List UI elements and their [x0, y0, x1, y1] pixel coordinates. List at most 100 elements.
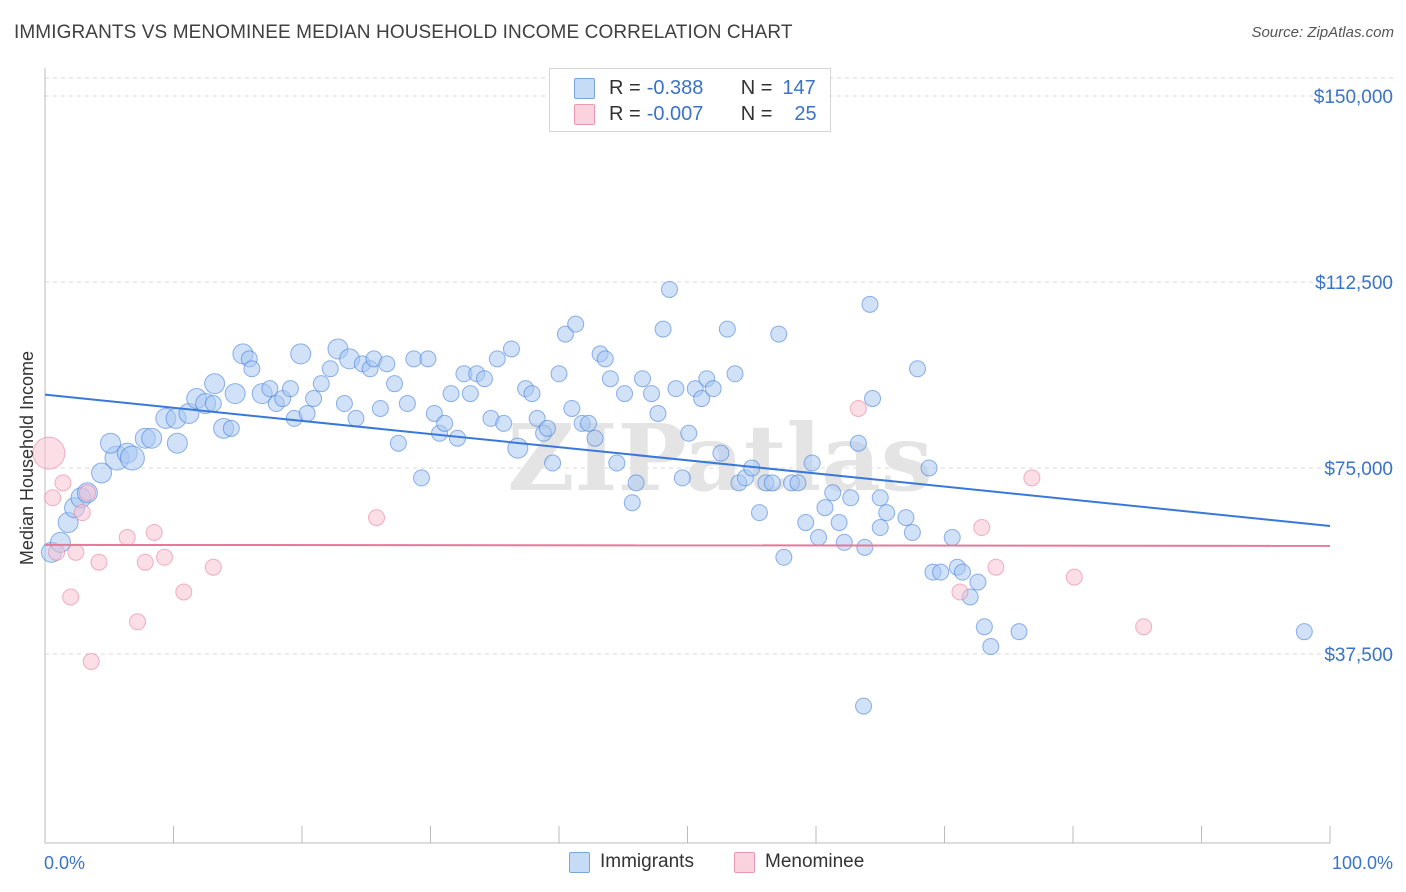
immigrants-point [305, 390, 323, 408]
immigrants-point [495, 414, 513, 432]
immigrants-point [616, 385, 634, 403]
menominee-point [1023, 469, 1041, 487]
x-axis-tick-labels: 0.0% 100.0% [44, 853, 1393, 873]
legend-label: Menominee [765, 851, 865, 872]
y-axis-tick-labels: $37,500 $75,000 $112,500 $150,000 [1314, 87, 1393, 666]
immigrants-point [975, 618, 993, 636]
r-label: R = [609, 76, 641, 99]
immigrants-point [544, 454, 562, 472]
immigrants-point [803, 454, 821, 472]
immigrants-point [378, 355, 396, 373]
immigrants-point [726, 365, 744, 383]
menominee-point [118, 528, 136, 546]
immigrants-point [601, 370, 619, 388]
immigrants-point [842, 489, 860, 507]
legend-row-immigrants: R = -0.388 N = 147 [574, 76, 816, 100]
immigrants-point [436, 414, 454, 432]
immigrants-point [502, 340, 520, 358]
source-credit: Source: ZipAtlas.com [1251, 24, 1394, 41]
immigrants-point [871, 519, 889, 537]
correlation-legend: R = -0.388 N = 147 R = -0.007 N = 25 [549, 68, 831, 132]
immigrants-point [661, 280, 679, 298]
menominee-point [44, 489, 62, 507]
immigrants-point [608, 454, 626, 472]
y-tick-label: $150,000 [1314, 87, 1393, 108]
immigrants-point [932, 563, 950, 581]
immigrants-point [335, 395, 353, 413]
immigrants-point [419, 350, 437, 368]
immigrants-point [204, 395, 222, 413]
immigrants-point [538, 419, 556, 437]
immigrants-point [243, 360, 261, 378]
n-label: N = [740, 102, 773, 125]
immigrants-point [475, 370, 493, 388]
immigrants-point [556, 325, 574, 343]
immigrants-point [550, 365, 568, 383]
immigrants-point [312, 375, 330, 393]
immigrants-point [861, 295, 879, 313]
r-value: -0.388 [646, 76, 704, 99]
menominee-point [849, 399, 867, 417]
immigrants-point [204, 373, 226, 395]
menominee-point [82, 652, 100, 670]
y-tick-label: $37,500 [1324, 645, 1393, 666]
menominee-point [987, 558, 1005, 576]
immigrants-trend-line [44, 393, 1331, 528]
immigrants-point [789, 474, 807, 492]
immigrants-point [667, 380, 685, 398]
immigrants-point [770, 325, 788, 343]
immigrants-point [903, 523, 921, 541]
immigrants-point [643, 385, 661, 403]
menominee-point [73, 504, 91, 522]
menominee-point [175, 583, 193, 601]
menominee-trend-line [44, 543, 1331, 547]
axes [44, 68, 1331, 844]
immigrants-point [943, 528, 961, 546]
menominee-points [32, 399, 1153, 670]
immigrants-point [982, 638, 1000, 656]
immigrants-point [290, 343, 312, 365]
immigrants-point [623, 494, 641, 512]
menominee-swatch [574, 103, 595, 125]
immigrants-point [528, 409, 546, 427]
immigrants-point [405, 350, 423, 368]
immigrants-point [718, 320, 736, 338]
legend-item-immigrants: Immigrants [569, 851, 694, 873]
immigrants-point [634, 370, 652, 388]
menominee-point [156, 548, 174, 566]
immigrants-point [100, 432, 122, 454]
immigrants-point [222, 419, 240, 437]
immigrants-point [797, 514, 815, 532]
immigrants-point [810, 528, 828, 546]
immigrants-point [864, 390, 882, 408]
immigrants-point [461, 385, 479, 403]
immigrants-point [750, 504, 768, 522]
menominee-point [1135, 618, 1153, 636]
immigrants-point [261, 380, 279, 398]
immigrants-point [649, 404, 667, 422]
immigrants-point [816, 499, 834, 517]
legend-item-menominee: Menominee [734, 851, 864, 873]
immigrants-point [830, 514, 848, 532]
immigrants-point [580, 414, 598, 432]
immigrants-point [413, 469, 431, 487]
immigrants-point [897, 509, 915, 527]
r-label: R = [609, 102, 641, 125]
y-axis-title: Median Household Income [17, 351, 37, 565]
immigrants-point [386, 375, 404, 393]
menominee-point [136, 553, 154, 571]
immigrants-point [693, 390, 711, 408]
immigrants-point [704, 380, 722, 398]
immigrants-point [425, 404, 443, 422]
menominee-point [48, 543, 66, 561]
immigrants-point [775, 548, 793, 566]
menominee-point [1065, 568, 1083, 586]
immigrants-point [523, 385, 541, 403]
immigrants-point [878, 504, 896, 522]
menominee-point [90, 553, 108, 571]
immigrants-point [835, 533, 853, 551]
menominee-point [129, 613, 147, 631]
immigrants-point [855, 697, 873, 715]
y-tick-label: $112,500 [1315, 273, 1393, 294]
immigrants-point [91, 462, 113, 484]
